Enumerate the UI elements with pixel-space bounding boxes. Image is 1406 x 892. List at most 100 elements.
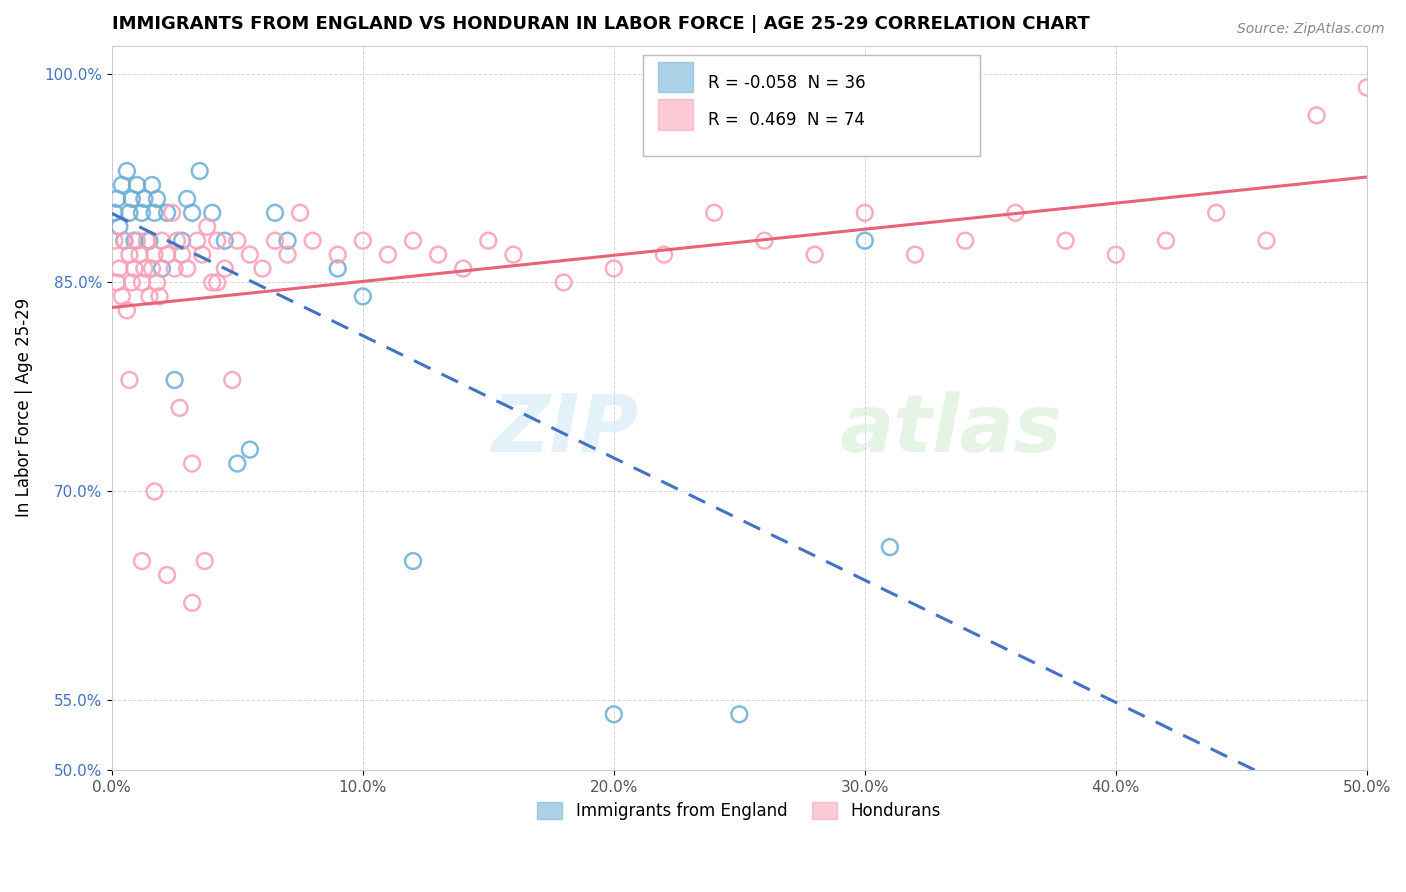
Point — [201, 206, 224, 220]
Point — [176, 192, 198, 206]
Point — [150, 261, 173, 276]
Point — [214, 234, 236, 248]
Point — [141, 261, 163, 276]
Point — [1355, 80, 1378, 95]
Point — [118, 373, 141, 387]
Point — [111, 178, 134, 192]
Point — [904, 247, 927, 261]
Point — [160, 206, 183, 220]
Point — [352, 234, 374, 248]
Point — [115, 164, 138, 178]
Point — [131, 554, 153, 568]
Point — [264, 206, 287, 220]
Point — [288, 206, 311, 220]
Point — [239, 442, 262, 457]
Point — [252, 261, 274, 276]
Point — [301, 234, 323, 248]
Point — [176, 261, 198, 276]
Point — [1305, 108, 1327, 122]
Point — [181, 206, 204, 220]
Bar — [658, 62, 693, 92]
Point — [134, 261, 156, 276]
Point — [652, 247, 675, 261]
Point — [138, 289, 160, 303]
Point — [326, 247, 349, 261]
Point — [112, 234, 135, 248]
Point — [853, 206, 876, 220]
Point — [121, 192, 143, 206]
Text: R =  0.469  N = 74: R = 0.469 N = 74 — [709, 112, 865, 129]
Point — [172, 234, 194, 248]
Point — [143, 247, 166, 261]
Point — [103, 234, 125, 248]
Point — [115, 303, 138, 318]
Point — [191, 247, 214, 261]
Point — [1054, 234, 1077, 248]
Point — [150, 234, 173, 248]
Point — [201, 276, 224, 290]
Text: ZIP: ZIP — [492, 391, 638, 468]
Point — [207, 276, 229, 290]
Point — [111, 289, 134, 303]
Point — [141, 178, 163, 192]
Point — [146, 276, 169, 290]
Point — [207, 234, 229, 248]
Point — [221, 373, 243, 387]
Point — [118, 247, 141, 261]
Point — [239, 247, 262, 261]
Bar — [643, 55, 980, 156]
Point — [326, 261, 349, 276]
Point — [125, 234, 148, 248]
Point — [169, 401, 191, 415]
Point — [264, 234, 287, 248]
Point — [451, 261, 474, 276]
Text: Source: ZipAtlas.com: Source: ZipAtlas.com — [1237, 22, 1385, 37]
Point — [124, 234, 146, 248]
Point — [277, 247, 299, 261]
Point — [955, 234, 977, 248]
Point — [121, 276, 143, 290]
Point — [156, 247, 179, 261]
Point — [125, 178, 148, 192]
Point — [194, 554, 217, 568]
Point — [143, 206, 166, 220]
Point — [143, 484, 166, 499]
Point — [163, 373, 186, 387]
Point — [131, 206, 153, 220]
Point — [1205, 206, 1227, 220]
Point — [1105, 247, 1128, 261]
Point — [186, 234, 208, 248]
Point — [163, 261, 186, 276]
Point — [172, 247, 194, 261]
Point — [402, 234, 425, 248]
Point — [108, 219, 131, 234]
Point — [156, 568, 179, 582]
Point — [377, 247, 399, 261]
Point — [195, 219, 218, 234]
Point — [103, 206, 125, 220]
Point — [112, 234, 135, 248]
Point — [181, 596, 204, 610]
Point — [226, 234, 249, 248]
Point — [427, 247, 450, 261]
Point — [603, 261, 626, 276]
Point — [728, 707, 751, 722]
Text: IMMIGRANTS FROM ENGLAND VS HONDURAN IN LABOR FORCE | AGE 25-29 CORRELATION CHART: IMMIGRANTS FROM ENGLAND VS HONDURAN IN L… — [112, 15, 1090, 33]
Point — [108, 261, 131, 276]
Point — [603, 707, 626, 722]
Text: R = -0.058  N = 36: R = -0.058 N = 36 — [709, 74, 866, 92]
Point — [277, 234, 299, 248]
Point — [553, 276, 575, 290]
Point — [166, 234, 188, 248]
Point — [402, 554, 425, 568]
Point — [1256, 234, 1278, 248]
Point — [703, 206, 725, 220]
Point — [156, 206, 179, 220]
Point — [148, 289, 170, 303]
Point — [181, 457, 204, 471]
Point — [502, 247, 524, 261]
Point — [146, 192, 169, 206]
Point — [188, 164, 211, 178]
Point — [1154, 234, 1177, 248]
Point — [105, 276, 128, 290]
